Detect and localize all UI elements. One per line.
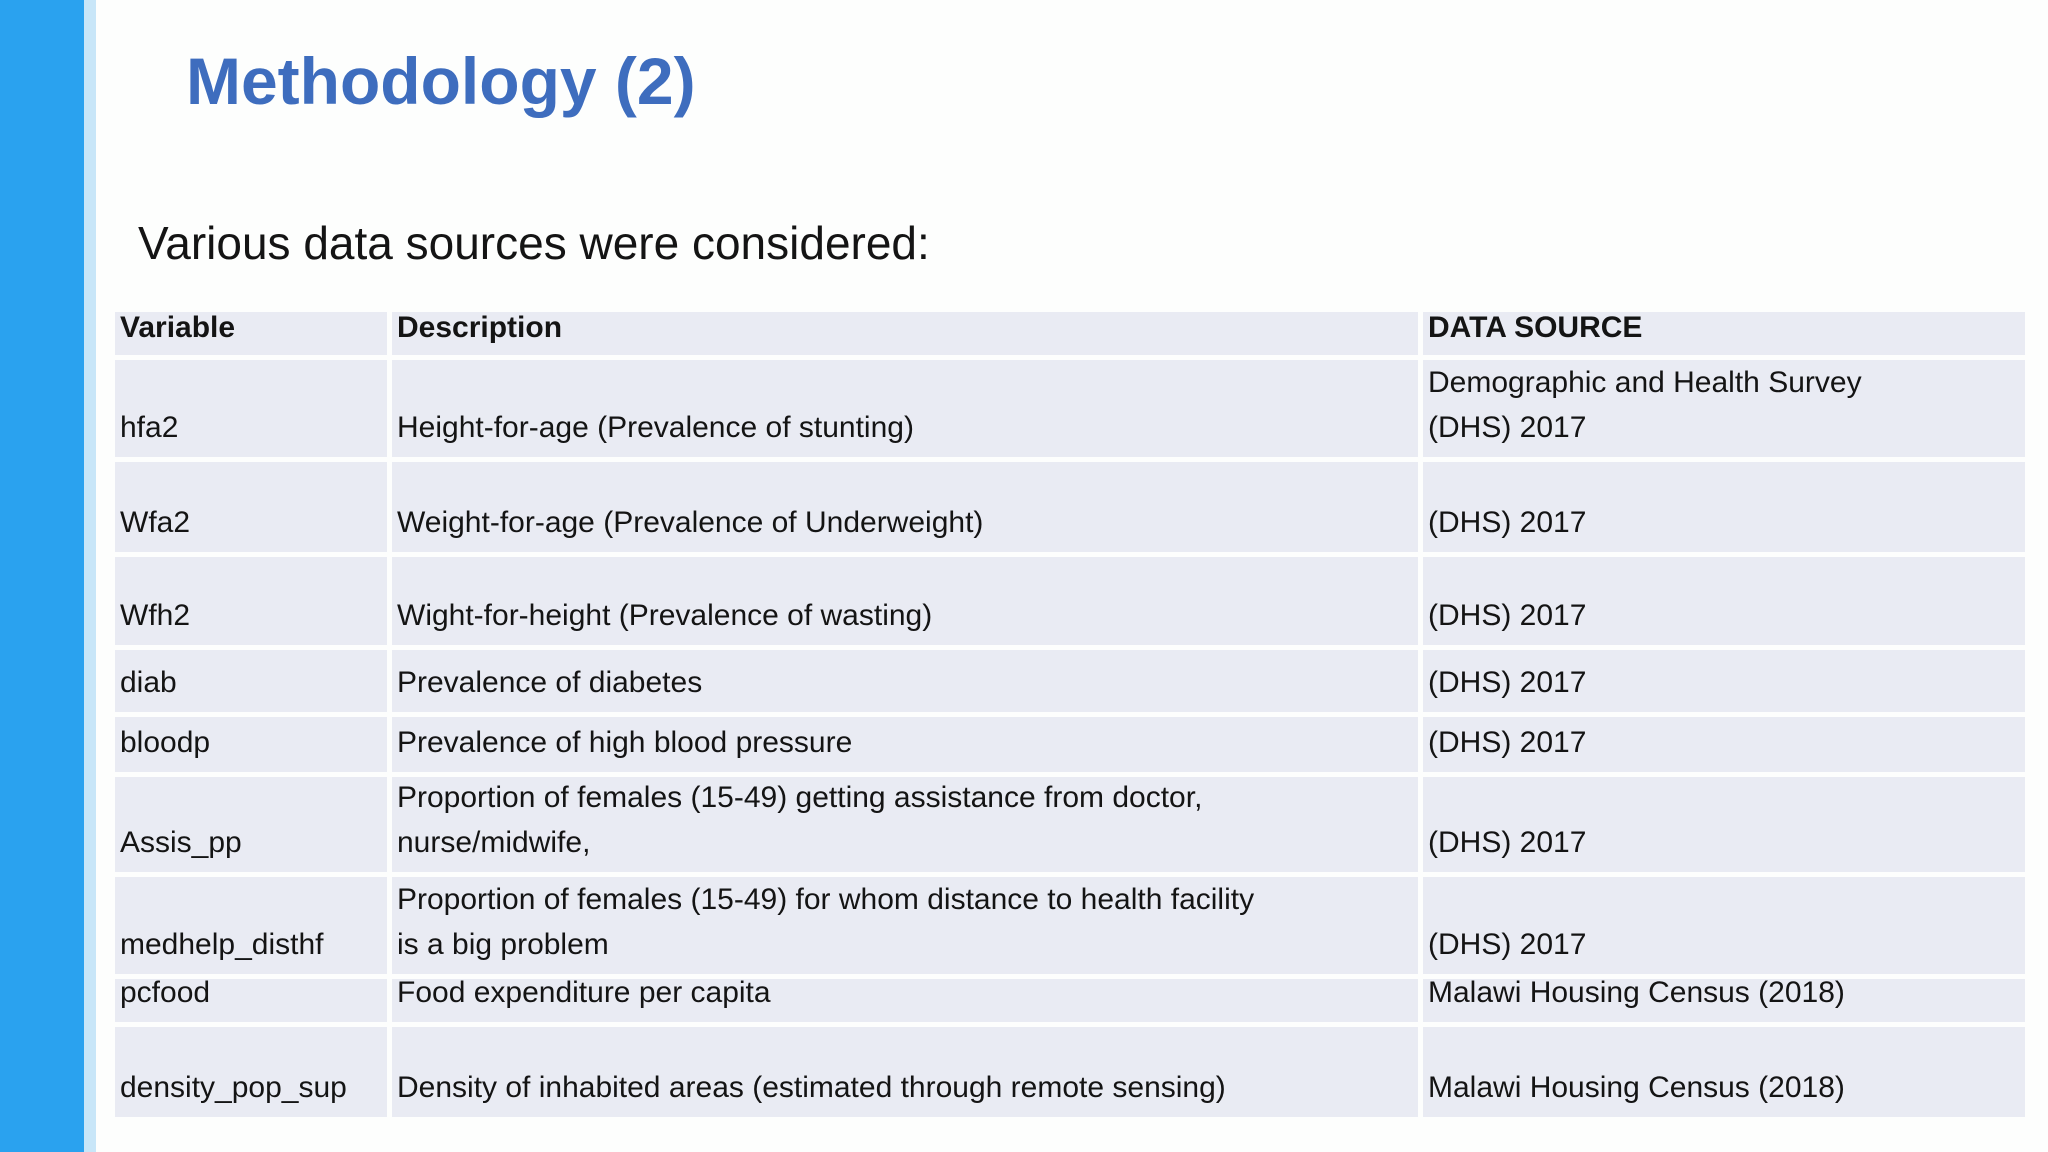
cell-description: Prevalence of diabetes xyxy=(392,650,1418,712)
cell-variable: diab xyxy=(115,650,387,712)
cell-variable: pcfood xyxy=(115,976,387,1022)
column-header-variable: Variable xyxy=(115,311,387,355)
left-accent-bar xyxy=(0,0,84,1152)
cell-data-source: Demographic and Health Survey (DHS) 2017 xyxy=(1423,360,2025,457)
cell-description: Wight-for-height (Prevalence of wasting) xyxy=(392,557,1418,645)
cell-data-source: (DHS) 2017 xyxy=(1423,557,2025,645)
cell-variable: bloodp xyxy=(115,717,387,772)
slide-subtitle: Various data sources were considered: xyxy=(138,217,930,269)
cell-variable: density_pop_sup xyxy=(115,1027,387,1117)
cell-data-source: (DHS) 2017 xyxy=(1423,717,2025,772)
cell-description: Density of inhabited areas (estimated th… xyxy=(392,1027,1418,1117)
cell-description: Proportion of females (15-49) for whom d… xyxy=(392,877,1418,974)
cell-description: Prevalence of high blood pressure xyxy=(392,717,1418,772)
left-accent-bar-edge xyxy=(84,0,96,1152)
slide-title: Methodology (2) xyxy=(186,44,696,118)
cell-description: Weight-for-age (Prevalence of Underweigh… xyxy=(392,462,1418,552)
cell-data-source: (DHS) 2017 xyxy=(1423,877,2025,974)
cell-data-source: (DHS) 2017 xyxy=(1423,650,2025,712)
cell-data-source: Malawi Housing Census (2018) xyxy=(1423,1027,2025,1117)
column-header-data-source: DATA SOURCE xyxy=(1423,311,2025,355)
cell-data-source: (DHS) 2017 xyxy=(1423,462,2025,552)
cell-data-source: Malawi Housing Census (2018) xyxy=(1423,976,2025,1022)
data-sources-table: Variable Description DATA SOURCE hfa2 Height… xyxy=(115,311,2025,1117)
column-header-description: Description xyxy=(392,311,1418,355)
cell-variable: medhelp_disthf xyxy=(115,877,387,974)
cell-description: Proportion of females (15-49) getting as… xyxy=(392,777,1418,872)
cell-variable: Assis_pp xyxy=(115,777,387,872)
cell-description: Height-for-age (Prevalence of stunting) xyxy=(392,360,1418,457)
cell-variable: Wfh2 xyxy=(115,557,387,645)
cell-description: Food expenditure per capita xyxy=(392,976,1418,1022)
cell-variable: Wfa2 xyxy=(115,462,387,552)
cell-variable: hfa2 xyxy=(115,360,387,457)
cell-data-source: (DHS) 2017 xyxy=(1423,777,2025,872)
